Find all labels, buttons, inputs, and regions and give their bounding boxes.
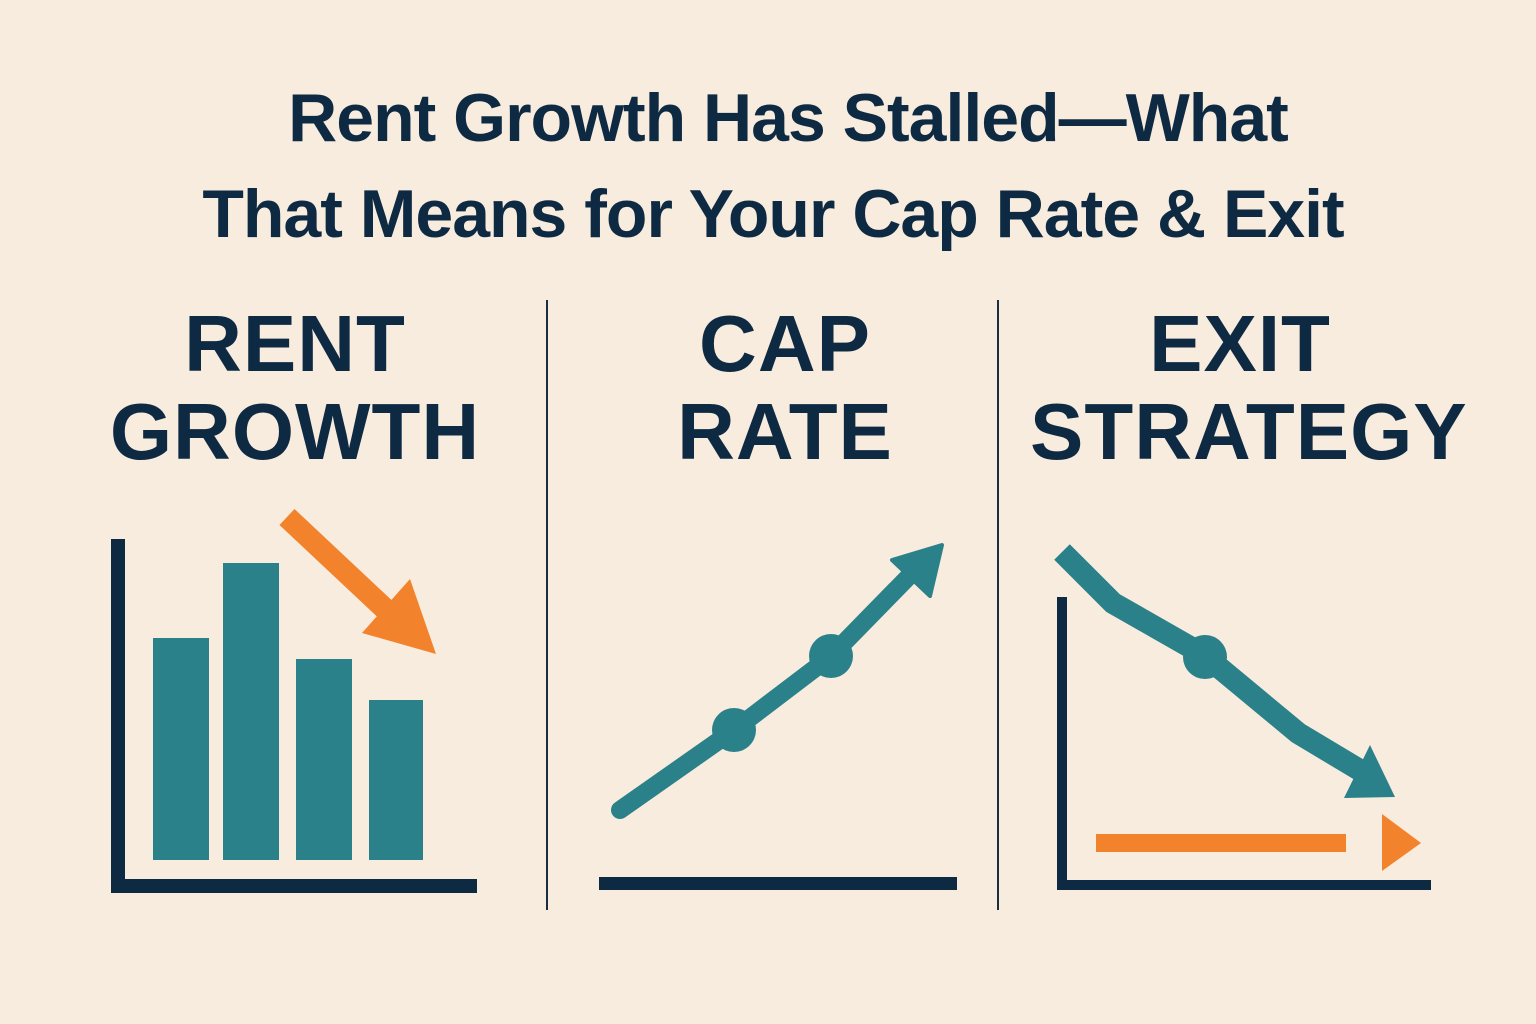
heading-line-2: GROWTH <box>109 387 481 476</box>
panel-heading-exit-strategy: EXIT STRATEGY <box>1030 299 1468 476</box>
bar-chart-declining-icon <box>111 508 477 893</box>
column-divider-2 <box>997 300 999 910</box>
heading-line-2: STRATEGY <box>1030 387 1468 476</box>
headline-line-2: That Means for Your Cap Rate & Exit <box>202 176 1344 252</box>
heading-line-2: RATE <box>677 387 893 476</box>
heading-line-1: RENT <box>184 299 406 388</box>
line-chart-falling-icon <box>1054 544 1431 890</box>
arrow-head-up-icon <box>890 543 944 598</box>
down-arrow-icon <box>279 508 436 654</box>
panel-heading-cap-rate: CAP RATE <box>580 300 990 476</box>
headline-line-1: Rent Growth Has Stalled—What <box>288 80 1289 156</box>
headline: Rent Growth Has Stalled—What That Means … <box>0 70 1536 262</box>
heading-line-1: EXIT <box>1149 299 1331 388</box>
panel-heading-rent-growth: RENT GROWTH <box>90 300 500 476</box>
arrow-head-down-icon <box>1344 745 1395 798</box>
horizontal-arrow-icon <box>1096 814 1421 871</box>
heading-line-1: CAP <box>699 299 871 388</box>
column-divider-1 <box>546 300 548 910</box>
line-chart-rising-icon <box>599 543 957 890</box>
